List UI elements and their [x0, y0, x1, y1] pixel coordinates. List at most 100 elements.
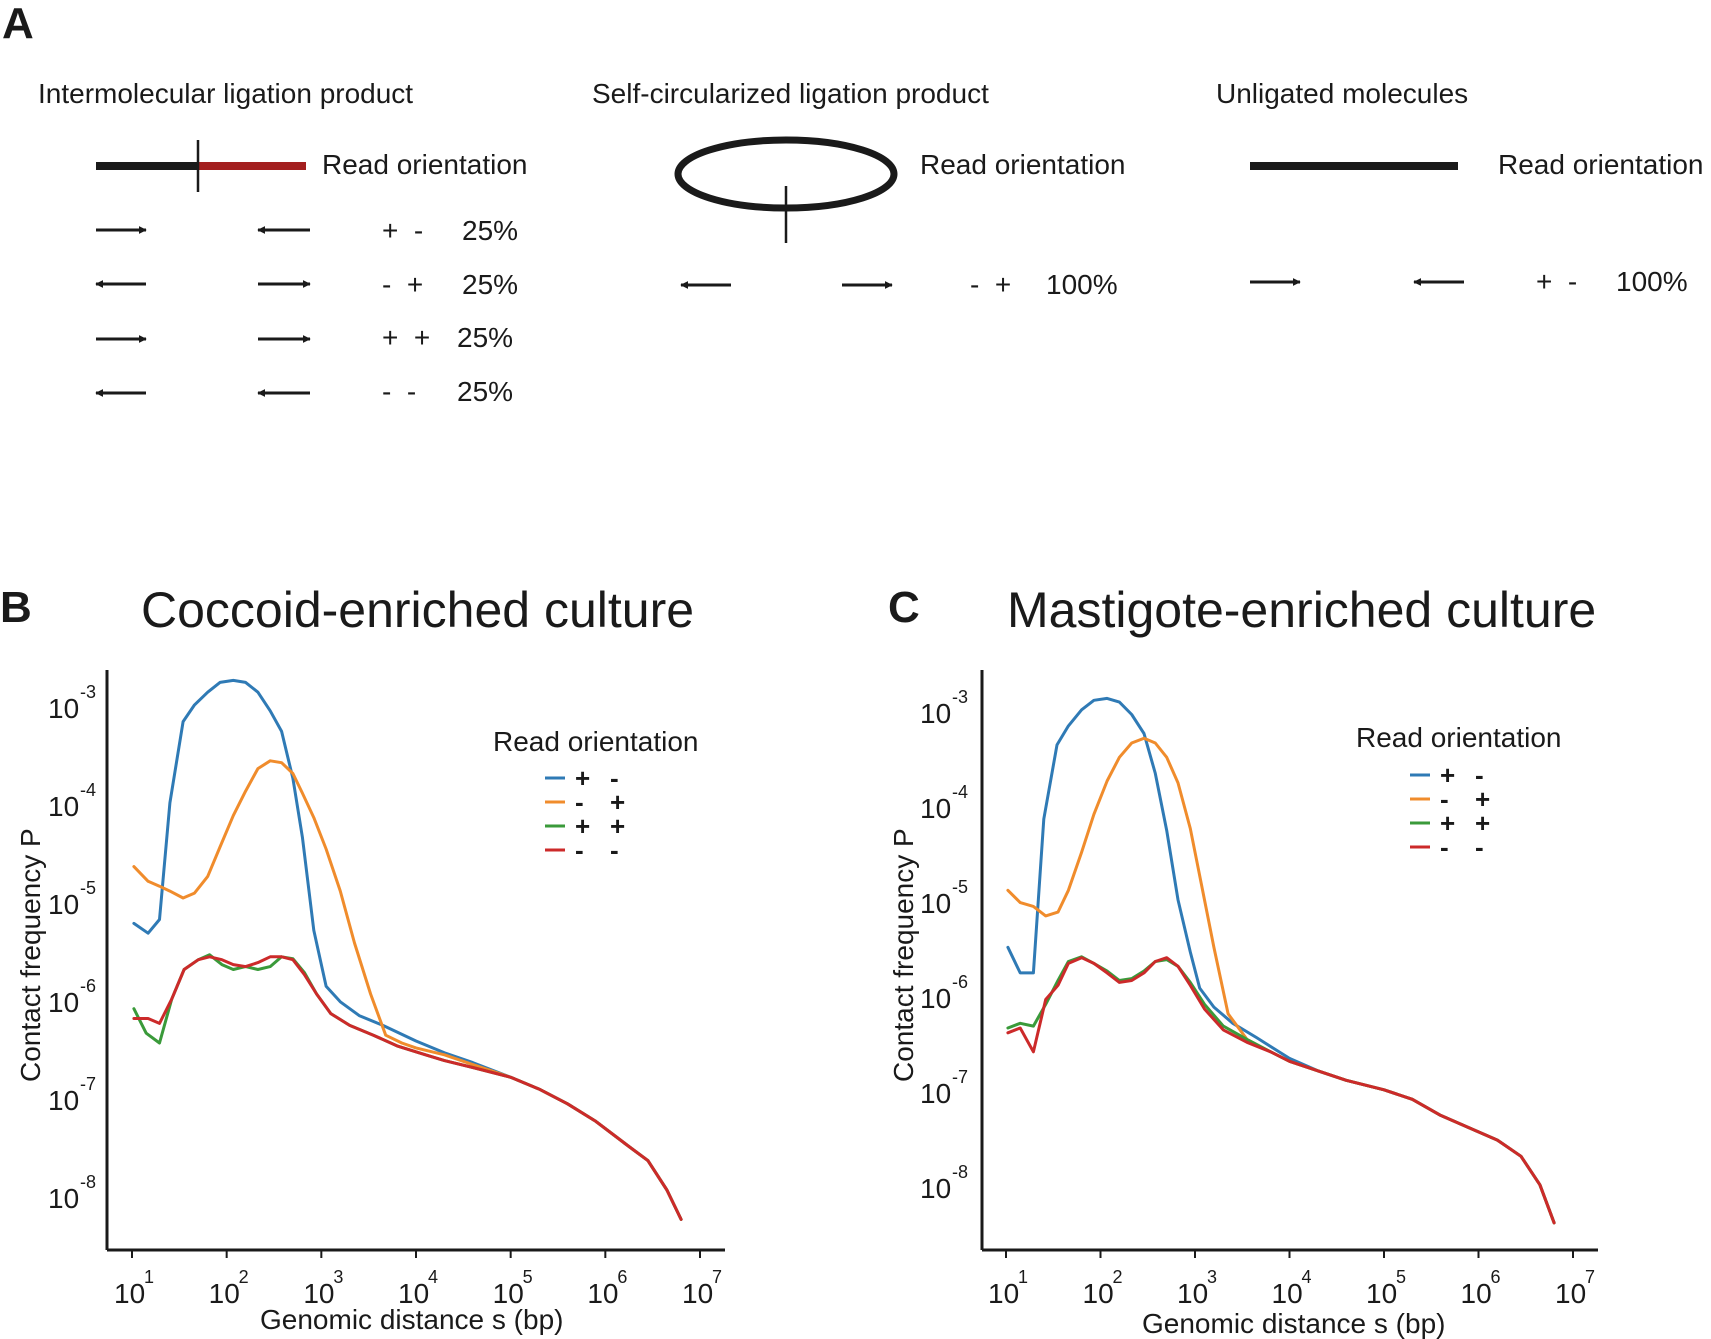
- legend-entry: - +: [545, 787, 625, 817]
- legend-entry: + -: [545, 763, 619, 793]
- x-tick-label: 103: [1177, 1250, 1217, 1309]
- orientation-signs: - -: [382, 376, 416, 407]
- y-tick-base: 10: [48, 987, 79, 1018]
- legend-entry: --: [1410, 832, 1484, 862]
- legend-sign-2: -: [610, 763, 619, 793]
- y-tick-exponent: -7: [80, 1074, 96, 1094]
- legend-sign-2: -: [1475, 832, 1484, 862]
- legend-title: Read orientation: [1356, 722, 1561, 753]
- orientation-signs: + +: [382, 322, 430, 353]
- tick-layer: 10110210310410510610710-310-410-510-610-…: [920, 687, 1595, 1309]
- legend-entry: + +: [545, 811, 625, 841]
- y-tick-label: 10-4: [920, 782, 968, 824]
- y-tick-exponent: -3: [80, 682, 96, 702]
- legend-sign-2: +: [610, 787, 625, 817]
- y-tick-base: 10: [48, 889, 79, 920]
- unligated-title: Unligated molecules: [1216, 78, 1468, 109]
- x-tick-exponent: 2: [1113, 1267, 1123, 1287]
- legend: Read orientation + -- ++ +- -: [1356, 722, 1561, 862]
- panel-b-letter: B: [0, 583, 32, 632]
- legend-sign-1: +: [1440, 808, 1455, 838]
- x-tick-exponent: 3: [1207, 1267, 1217, 1287]
- y-tick-label: 10-5: [48, 878, 96, 920]
- y-axis-label: Contact frequency P: [15, 828, 46, 1082]
- x-tick-base: 10: [1461, 1278, 1492, 1309]
- x-tick-exponent: 5: [523, 1267, 533, 1287]
- x-tick-exponent: 7: [1585, 1267, 1595, 1287]
- y-tick-base: 10: [920, 698, 951, 729]
- y-tick-label: 10-4: [48, 780, 96, 822]
- x-tick-base: 10: [1177, 1278, 1208, 1309]
- unligated-read-orientation-header: Read orientation: [1498, 149, 1703, 180]
- x-tick-base: 10: [114, 1278, 145, 1309]
- x-tick-exponent: 4: [428, 1267, 438, 1287]
- series-line-minusplus: [132, 759, 683, 1221]
- legend-sign-2: +: [1475, 784, 1490, 814]
- x-tick-label: 105: [493, 1250, 533, 1309]
- orientation-percentage: 100%: [1046, 269, 1118, 300]
- y-axis-label: Contact frequency P: [888, 828, 919, 1082]
- legend-sign-1: -: [1440, 784, 1449, 814]
- x-tick-label: 104: [398, 1250, 438, 1309]
- legend-entry: + -: [1410, 760, 1484, 790]
- panel-a-letter: A: [2, 0, 34, 48]
- y-tick-exponent: -4: [80, 780, 96, 800]
- y-tick-label: 10-7: [48, 1074, 96, 1116]
- legend-sign-1: +: [1440, 760, 1455, 790]
- orientation-percentage: 25%: [457, 376, 513, 407]
- legend-sign-1: -: [575, 835, 584, 865]
- y-tick-label: 10-5: [920, 877, 968, 919]
- x-tick-label: 102: [1083, 1250, 1123, 1309]
- legend-entry: + +: [1410, 808, 1490, 838]
- series-line-plusminus: [132, 678, 683, 1221]
- x-tick-exponent: 2: [239, 1267, 249, 1287]
- x-tick-exponent: 4: [1302, 1267, 1312, 1287]
- x-tick-exponent: 1: [144, 1267, 154, 1287]
- x-tick-exponent: 3: [333, 1267, 343, 1287]
- panel-c: C Mastigote-enriched culture 10110210310…: [888, 582, 1598, 1339]
- y-tick-exponent: -5: [80, 878, 96, 898]
- legend-sign-2: -: [610, 835, 619, 865]
- y-tick-base: 10: [920, 1173, 951, 1204]
- x-tick-base: 10: [303, 1278, 334, 1309]
- self-circularized-read-orientation-header: Read orientation: [920, 149, 1125, 180]
- y-tick-label: 10-6: [48, 976, 96, 1018]
- y-tick-exponent: -7: [952, 1067, 968, 1087]
- legend-sign-1: +: [575, 763, 590, 793]
- x-tick-base: 10: [1083, 1278, 1114, 1309]
- x-tick-exponent: 5: [1396, 1267, 1406, 1287]
- unligated-group: Unligated molecules Read orientation + -…: [1216, 78, 1703, 297]
- series-line-minusminus: [1006, 956, 1556, 1225]
- orientation-signs: + -: [382, 215, 423, 246]
- y-tick-label: 10-8: [48, 1172, 96, 1214]
- panel-a: A Intermolecular ligation product Read o…: [2, 0, 1703, 407]
- legend-entry: - +: [1410, 784, 1490, 814]
- y-tick-base: 10: [920, 983, 951, 1014]
- legend-title: Read orientation: [493, 726, 698, 757]
- orientation-signs: - +: [970, 269, 1011, 300]
- legend-sign-2: -: [1475, 760, 1484, 790]
- y-tick-base: 10: [920, 1078, 951, 1109]
- legend-entry: --: [545, 835, 619, 865]
- series-line-minusplus: [1006, 736, 1556, 1225]
- legend: Read orientation + -- ++ +- -: [493, 726, 698, 865]
- y-tick-label: 10-3: [920, 687, 968, 729]
- y-tick-label: 10-7: [920, 1067, 968, 1109]
- x-tick-label: 106: [1461, 1250, 1501, 1309]
- legend-sign-2: +: [1475, 808, 1490, 838]
- chart-title: Coccoid-enriched culture: [141, 582, 694, 638]
- x-tick-label: 107: [682, 1250, 722, 1309]
- x-tick-base: 10: [682, 1278, 713, 1309]
- intermolecular-group: Intermolecular ligation product Read ori…: [38, 78, 527, 407]
- series-line-plusplus: [132, 953, 683, 1221]
- x-tick-exponent: 6: [1491, 1267, 1501, 1287]
- intermolecular-read-orientation-header: Read orientation: [322, 149, 527, 180]
- orientation-percentage: 25%: [462, 215, 518, 246]
- x-tick-base: 10: [209, 1278, 240, 1309]
- x-axis-label: Genomic distance s (bp): [1142, 1308, 1445, 1339]
- x-tick-exponent: 6: [617, 1267, 627, 1287]
- series-line-minusminus: [132, 955, 683, 1221]
- y-tick-base: 10: [48, 1085, 79, 1116]
- y-tick-label: 10-3: [48, 682, 96, 724]
